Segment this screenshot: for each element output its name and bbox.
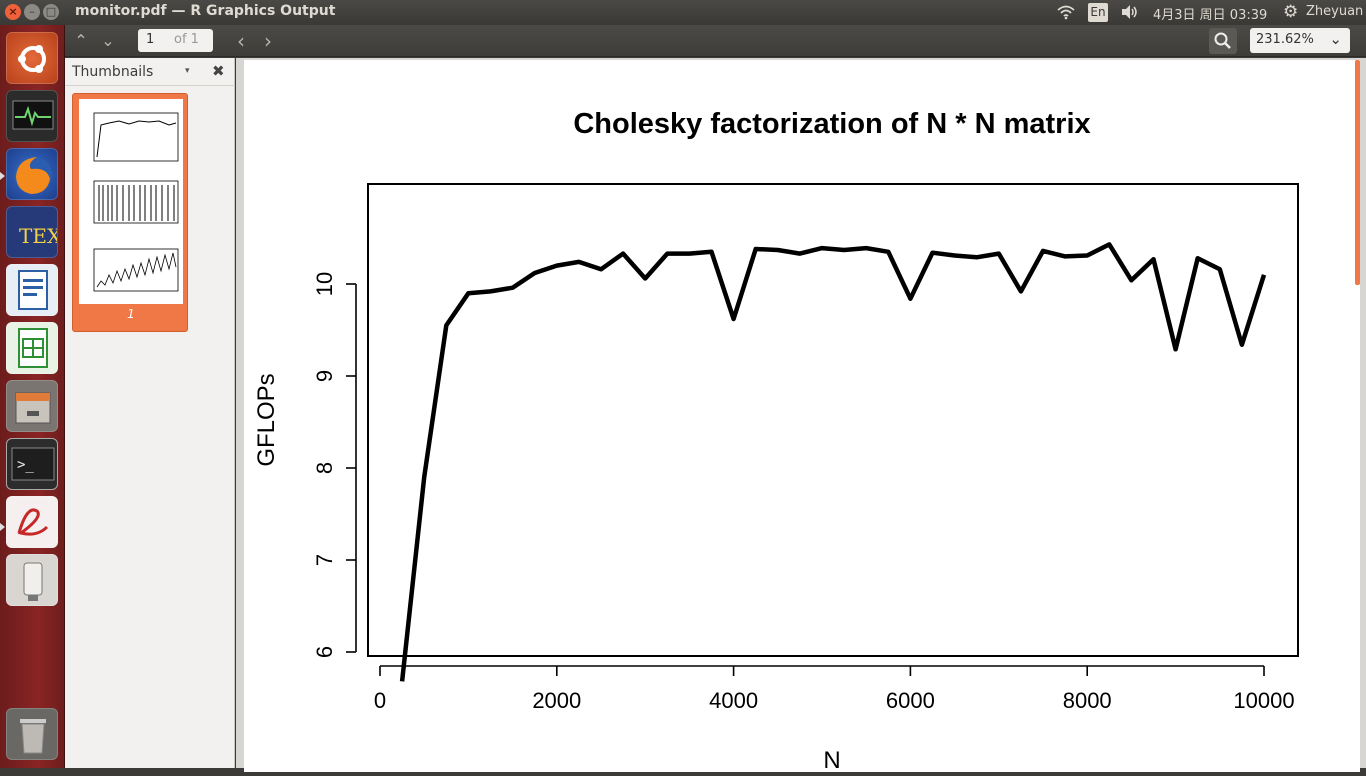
document-view[interactable]: Cholesky factorization of N * N matrix 0… bbox=[236, 58, 1366, 774]
launcher-running-indicator bbox=[0, 523, 5, 531]
series-layer bbox=[399, 242, 1267, 682]
window-maximize-button[interactable]: □ bbox=[43, 4, 59, 20]
y-tick-label: 7 bbox=[312, 554, 337, 566]
window-minimize-button[interactable]: – bbox=[24, 4, 40, 20]
user-name[interactable]: Zheyuan bbox=[1306, 4, 1364, 19]
sidebar-title[interactable]: Thumbnails bbox=[72, 64, 154, 80]
pdf-page: Cholesky factorization of N * N matrix 0… bbox=[244, 60, 1360, 774]
vertical-scrollbar[interactable] bbox=[1355, 60, 1360, 285]
x-tick-label: 6000 bbox=[886, 688, 935, 713]
next-page-button[interactable]: ⌄ bbox=[101, 31, 115, 50]
previous-page-button[interactable]: ⌃ bbox=[74, 31, 88, 50]
pdf-reader-icon[interactable] bbox=[6, 496, 58, 548]
thumbnail-image bbox=[79, 99, 183, 304]
libreoffice-writer-icon[interactable] bbox=[6, 264, 58, 316]
firefox-icon[interactable] bbox=[6, 148, 58, 200]
x-tick-label: 8000 bbox=[1063, 688, 1112, 713]
x-tick-label: 2000 bbox=[532, 688, 581, 713]
thumbnails-sidebar: Thumbnails ▾ ✖ 1 bbox=[65, 58, 235, 768]
x-tick-label: 10000 bbox=[1233, 688, 1294, 713]
viewer-toolbar: ⌃ ⌄ 1 of 1 ‹ › 231.62% ⌄ bbox=[65, 25, 1366, 57]
search-icon bbox=[1214, 32, 1231, 49]
wifi-icon[interactable] bbox=[1056, 4, 1076, 20]
thumbnail-label: 1 bbox=[127, 307, 135, 321]
chart: Cholesky factorization of N * N matrix 0… bbox=[253, 108, 1299, 774]
svg-text:TEX: TEX bbox=[19, 224, 58, 248]
search-button[interactable] bbox=[1209, 28, 1237, 54]
y-tick-label: 10 bbox=[312, 272, 337, 296]
volume-icon[interactable] bbox=[1120, 4, 1140, 20]
chevron-down-icon: ⌄ bbox=[1329, 30, 1342, 48]
sidebar-dropdown-icon[interactable]: ▾ bbox=[185, 66, 190, 76]
terminal-icon[interactable]: >_ bbox=[6, 438, 58, 490]
page-total: of 1 bbox=[174, 32, 199, 47]
svg-text:>_: >_ bbox=[17, 457, 34, 473]
top-panel: × – □ monitor.pdf — R Graphics Output En… bbox=[0, 0, 1366, 25]
sidebar-close-icon[interactable]: ✖ bbox=[212, 62, 225, 80]
system-monitor-icon[interactable] bbox=[6, 90, 58, 142]
ubuntu-dash-icon[interactable] bbox=[6, 32, 58, 84]
plot-frame bbox=[367, 183, 1299, 657]
y-tick-label: 8 bbox=[312, 462, 337, 474]
launcher-running-indicator bbox=[0, 172, 5, 180]
clock[interactable]: 4月3日 周日 03:39 bbox=[1153, 8, 1268, 23]
x-tick-label: 4000 bbox=[709, 688, 758, 713]
y-tick-label: 9 bbox=[312, 370, 337, 382]
x-axis-label: N bbox=[823, 747, 840, 772]
series-line bbox=[399, 242, 1267, 682]
y-axis: 6 7 8 9 10 bbox=[312, 272, 357, 658]
zoom-value: 231.62% bbox=[1256, 32, 1314, 47]
zoom-select[interactable]: 231.62% ⌄ bbox=[1250, 28, 1350, 53]
gear-icon[interactable]: ⚙ bbox=[1283, 2, 1299, 22]
trash-icon[interactable] bbox=[6, 708, 58, 760]
x-tick-label: 0 bbox=[374, 688, 386, 713]
x-axis: 0 2000 4000 6000 8000 10000 bbox=[374, 665, 1295, 713]
files-icon[interactable] bbox=[6, 380, 58, 432]
usb-drive-icon[interactable] bbox=[6, 554, 58, 606]
history-back-button[interactable]: ‹ bbox=[237, 29, 245, 53]
page-number-input[interactable]: 1 of 1 bbox=[138, 29, 213, 52]
window-close-button[interactable]: × bbox=[5, 4, 21, 20]
history-forward-button[interactable]: › bbox=[264, 29, 272, 53]
launcher: TEX >_ bbox=[0, 25, 65, 768]
texmaker-icon[interactable]: TEX bbox=[6, 206, 58, 258]
libreoffice-calc-icon[interactable] bbox=[6, 322, 58, 374]
y-tick-label: 6 bbox=[312, 646, 337, 658]
sidebar-header: Thumbnails ▾ ✖ bbox=[65, 58, 235, 86]
page-current: 1 bbox=[146, 32, 155, 47]
keyboard-language-indicator[interactable]: En bbox=[1088, 3, 1108, 22]
y-axis-label: GFLOPs bbox=[253, 373, 280, 466]
thumbnail-page-1[interactable]: 1 bbox=[72, 93, 188, 332]
chart-title: Cholesky factorization of N * N matrix bbox=[573, 108, 1090, 140]
window-title: monitor.pdf — R Graphics Output bbox=[75, 3, 336, 19]
